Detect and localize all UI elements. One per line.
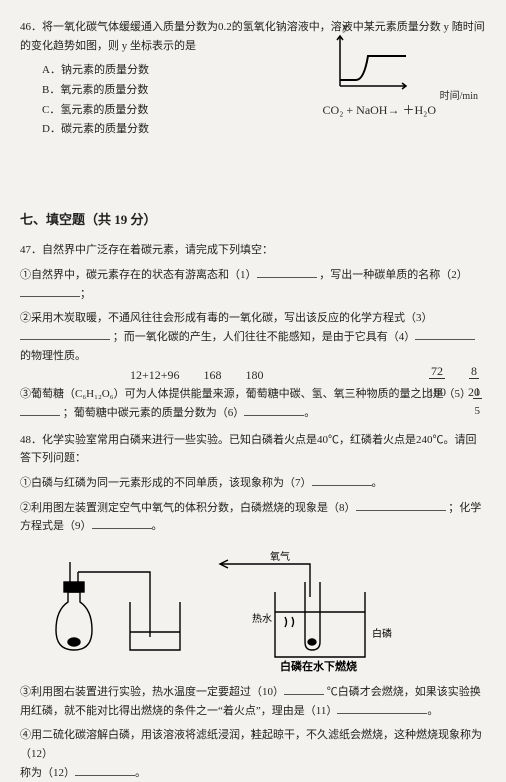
q47-p2b: ；而一氧化碳的产生，人们往往不能感知，是由于它具有（4） — [113, 331, 416, 343]
section-7-title: 七、填空题（共 19 分） — [20, 209, 486, 231]
q46-opt-d: D．碳元素的质量分数 — [42, 120, 486, 139]
blank-6 — [244, 404, 304, 416]
q47-handwriting: 12+12+96 168 180 72 180 8 20 — [130, 365, 486, 383]
q47-stem: 47．自然界中广泛存在着碳元素，请完成下列填空： — [20, 241, 486, 260]
q47-p3: ③葡萄糖（C₆H₁₂O₆）可为人体提供能量来源，葡萄糖中碳、氢、氧三种物质的量之… — [20, 385, 486, 422]
q47-p3b: ；葡萄糖中碳元素的质量分数为（6） — [63, 407, 245, 419]
label-hotwater: 热水 — [252, 612, 272, 625]
axis-y-label: y — [343, 18, 349, 37]
q47-p2a: ②采用木炭取暖，不通风往往会形成有毒的一氧化碳，写出该反应的化学方程式（3） — [20, 312, 433, 324]
blank-10 — [284, 683, 324, 695]
q47-p3a: ③葡萄糖（C₆H₁₂O₆）可为人体提供能量来源，葡萄糖中碳、氢、氧三种物质的量之… — [20, 388, 471, 400]
q46-handwriting: CO₂ + NaOH→ ＋H₂O — [323, 100, 436, 120]
q47-p2c: 的物理性质。 — [20, 350, 86, 362]
q48-p1: ①白磷与红磷为同一元素形成的不同单质，该现象称为（7）。 — [20, 474, 486, 493]
q48-p2: ②利用图左装置测定空气中氧气的体积分数，白磷燃烧的现象是（8） ；化学方程式是（… — [20, 499, 486, 536]
blank-7 — [312, 474, 372, 486]
axis-x-label: 时间/min — [440, 88, 478, 105]
q47-p1b: ，写出一种碳单质的名称（2） — [319, 269, 468, 281]
q47-p1: ①自然界中，碳元素存在的状态有游离态和（1） ，写出一种碳单质的名称（2）； — [20, 266, 486, 303]
q48-p3a: ③利用图右装置进行实验，热水温度一定要超过（10） — [20, 686, 284, 698]
frac1-top: 72 — [429, 364, 445, 379]
blank-1 — [257, 266, 317, 278]
blank-12 — [75, 764, 135, 776]
blank-4 — [415, 328, 475, 340]
diagram-caption: 白磷在水下燃烧 — [280, 659, 357, 672]
q48-p2a: ②利用图左装置测定空气中氧气的体积分数，白磷燃烧的现象是（8） — [20, 502, 356, 514]
q48-p3: ③利用图右装置进行实验，热水温度一定要超过（10） ℃白磷才会燃烧，如果该实验换… — [20, 683, 486, 720]
blank-8 — [356, 499, 446, 511]
frac2-top: 8 — [469, 364, 479, 379]
q48-p1a: ①白磷与红磷为同一元素形成的不同单质，该现象称为（7） — [20, 477, 312, 489]
blank-11 — [337, 702, 427, 714]
blank-3 — [20, 328, 110, 340]
blank-9 — [92, 517, 152, 529]
hand-calc: 12+12+96 168 180 — [130, 368, 264, 382]
label-whitep: 白磷 — [372, 627, 392, 640]
label-o2: 氧气 — [270, 550, 290, 563]
q47-p2: ②采用木炭取暖，不通风往往会形成有毒的一氧化碳，写出该反应的化学方程式（3） ；… — [20, 309, 486, 365]
q46-opt-a: A．钠元素的质量分数 — [42, 61, 486, 80]
q48-stem: 48．化学实验室常用白磷来进行一些实验。已知白磷着火点是40℃，红磷着火点是24… — [20, 431, 486, 468]
q46-chart — [326, 28, 416, 98]
blank-2 — [20, 285, 80, 297]
q46-opt-b: B．氧元素的质量分数 — [42, 81, 486, 100]
blank-5 — [20, 404, 60, 416]
apparatus-diagram: 氧气 热水 白磷 白磷在水下燃烧 — [20, 542, 486, 679]
q47-p1a: ①自然界中，碳元素存在的状态有游离态和（1） — [20, 269, 257, 281]
page-number: 3 — [0, 726, 506, 743]
frac3-bot: 5 — [475, 405, 481, 417]
q46-stem: 46．将一氧化碳气体缓缓通入质量分数为0.2的氢氧化钠溶液中，溶液中某元素质量分… — [20, 18, 486, 55]
frac3-top: 1 — [473, 386, 483, 399]
